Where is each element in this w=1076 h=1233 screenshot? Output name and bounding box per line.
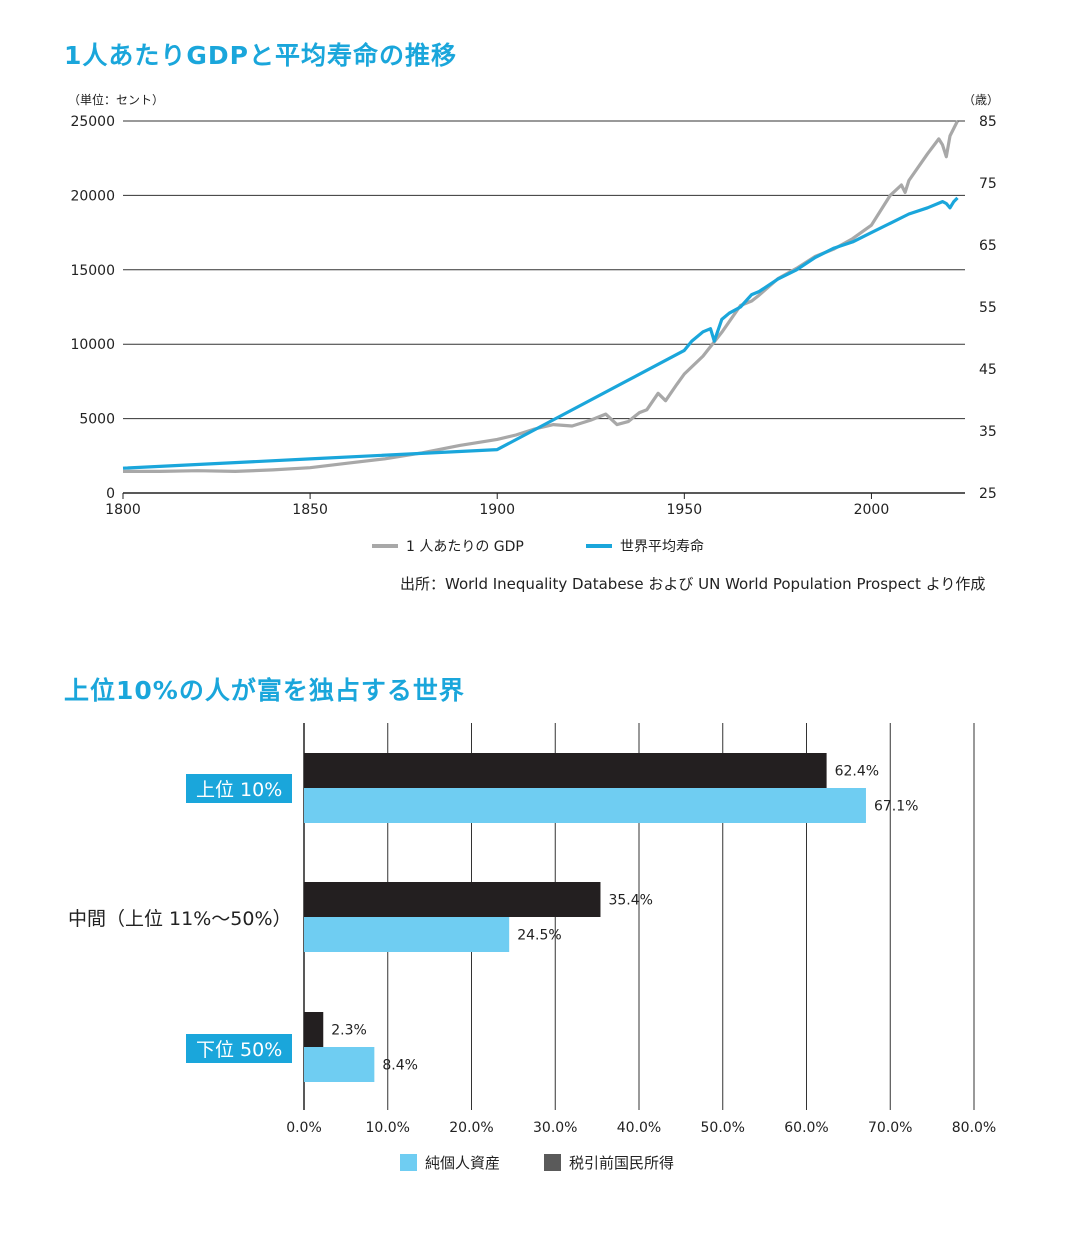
y-tick-label: 25000	[70, 114, 115, 130]
bar-value-label: 8.4%	[382, 1058, 418, 1074]
left-axis-unit: （単位：セント）	[68, 92, 164, 107]
x-tick-label: 30.0%	[533, 1120, 577, 1136]
bar-income	[304, 753, 827, 788]
y-tick-label: 10000	[70, 337, 115, 353]
y2-tick-label: 25	[979, 486, 997, 502]
x-tick-label: 2000	[854, 502, 890, 518]
legend-wealth-label: 純個人資産	[425, 1154, 501, 1172]
bar-value-label: 67.1%	[874, 799, 918, 815]
category-middle: 中間（上位 11%〜50%）	[68, 908, 292, 930]
y2-tick-label: 55	[979, 300, 997, 316]
y-tick-label: 20000	[70, 188, 115, 204]
bar-wealth	[304, 1047, 375, 1082]
y-tick-label: 0	[106, 486, 115, 502]
x-tick-label: 70.0%	[868, 1120, 912, 1136]
chart2-title: 上位10%の人が富を独占する世界	[64, 676, 465, 705]
life-expectancy-series-line	[122, 196, 959, 470]
y2-tick-label: 65	[979, 238, 997, 254]
legend-wealth: 純個人資産	[400, 1152, 500, 1173]
y-tick-label: 5000	[79, 412, 115, 428]
chart1-source: 出所：World Inequality Databese および UN Worl…	[400, 575, 986, 593]
x-tick-label: 1950	[667, 502, 703, 518]
y2-tick-label: 35	[979, 424, 997, 440]
bar-wealth	[304, 917, 510, 952]
category-top10: 上位 10%	[186, 774, 293, 803]
legend-income-swatch	[544, 1154, 561, 1171]
y-tick-label: 15000	[70, 263, 115, 279]
gdp-life-chart: 0 5000 10000 15000 20000 25000 25 35 45 55 65 75 85 1…	[68, 92, 999, 555]
bar-wealth	[304, 788, 866, 823]
x-tick-label: 60.0%	[784, 1120, 828, 1136]
legend-label: 1 人あたりの GDP	[406, 539, 524, 555]
right-axis-unit: （歳）	[963, 93, 999, 107]
legend-income-label: 税引前国民所得	[569, 1154, 675, 1172]
legend-income: 税引前国民所得	[544, 1152, 674, 1173]
legend-label: 世界平均寿命	[620, 538, 704, 555]
y2-tick-label: 75	[979, 176, 997, 192]
bar-value-label: 2.3%	[331, 1023, 367, 1039]
bar-value-label: 24.5%	[517, 928, 561, 944]
y2-tick-label: 85	[979, 114, 997, 130]
x-tick-label: 1850	[292, 502, 328, 518]
bar-value-label: 62.4%	[835, 764, 879, 780]
x-tick-label: 50.0%	[701, 1120, 745, 1136]
x-tick-label: 0.0%	[286, 1120, 322, 1136]
chart1-title: 1人あたりGDPと平均寿命の推移	[64, 41, 457, 70]
x-tick-label: 10.0%	[366, 1120, 410, 1136]
bar-income	[304, 882, 601, 917]
category-bottom50: 下位 50%	[186, 1034, 293, 1063]
x-tick-label: 80.0%	[952, 1120, 996, 1136]
bar-value-label: 35.4%	[608, 893, 652, 909]
x-tick-label: 20.0%	[449, 1120, 493, 1136]
y2-tick-label: 45	[979, 362, 997, 378]
x-tick-label: 1900	[479, 502, 515, 518]
legend-wealth-swatch	[400, 1154, 417, 1171]
x-tick-label: 40.0%	[617, 1120, 661, 1136]
bar-income	[304, 1012, 324, 1047]
x-tick-label: 1800	[105, 502, 141, 518]
